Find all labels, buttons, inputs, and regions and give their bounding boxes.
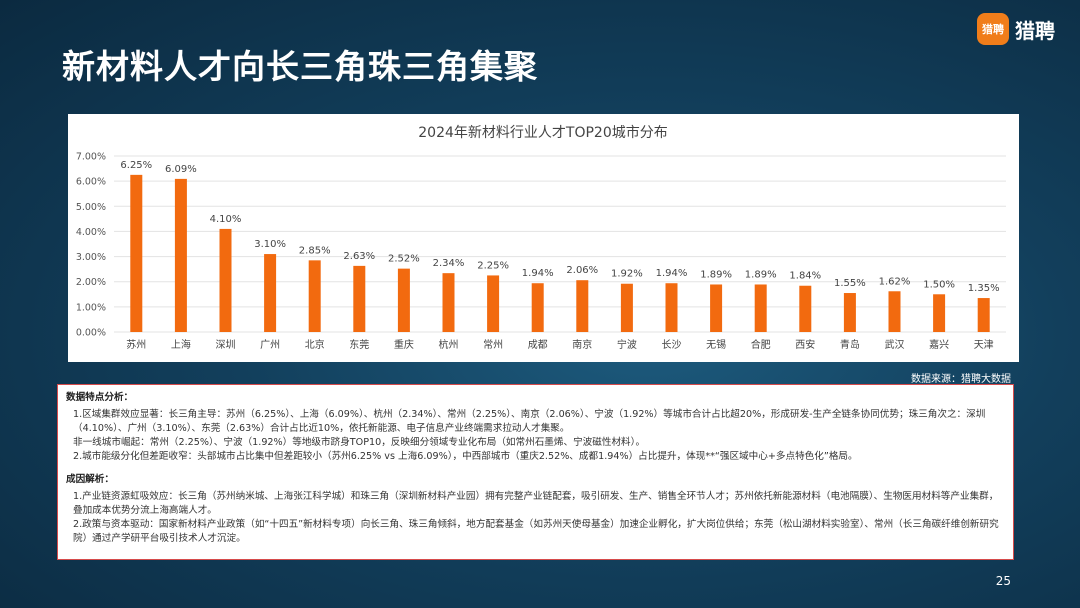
- feature-paragraph: 非一线城市崛起：常州（2.25%）、宁波（1.92%）等地级市跻身TOP10，反…: [73, 437, 646, 448]
- bar: [219, 228, 232, 332]
- x-tick-label: 广州: [260, 339, 280, 351]
- analysis-box: 数据特点分析： 1.区域集群效应显著：长三角主导：苏州（6.25%）、上海（6.…: [57, 384, 1014, 560]
- bar: [977, 298, 990, 332]
- bar: [888, 291, 901, 332]
- y-tick-label: 4.00%: [76, 227, 106, 238]
- data-label: 1.55%: [834, 278, 866, 289]
- bar: [665, 283, 678, 332]
- cause-paragraph: 1.产业链资源虹吸效应：长三角（苏州纳米城、上海张江科学城）和珠三角（深圳新材料…: [73, 491, 999, 516]
- data-label: 6.25%: [120, 160, 152, 171]
- bar: [308, 260, 321, 332]
- x-tick-label: 东莞: [349, 338, 369, 351]
- y-tick-label: 5.00%: [76, 202, 106, 213]
- x-tick-label: 天津: [974, 339, 994, 351]
- y-tick-label: 0.00%: [76, 328, 106, 339]
- x-tick-label: 杭州: [439, 338, 459, 351]
- bar: [397, 268, 410, 332]
- data-label: 4.10%: [210, 214, 242, 225]
- data-source: 数据来源：猎聘大数据: [911, 374, 1011, 385]
- logo: 猎聘 猎聘: [977, 12, 1055, 46]
- chart-title: 2024年新材料行业人才TOP20城市分布: [418, 124, 667, 141]
- bar: [754, 284, 767, 332]
- data-label: 1.94%: [522, 268, 554, 279]
- feature-paragraph: 1.区域集群效应显著：长三角主导：苏州（6.25%）、上海（6.09%）、杭州（…: [73, 409, 986, 434]
- y-tick-label: 7.00%: [76, 152, 106, 163]
- data-label: 2.34%: [433, 258, 465, 269]
- data-label: 1.35%: [968, 283, 1000, 294]
- data-label: 1.89%: [745, 269, 777, 280]
- bar: [933, 294, 946, 332]
- bar: [442, 273, 455, 332]
- x-tick-label: 北京: [305, 338, 325, 351]
- x-tick-label: 苏州: [126, 338, 146, 351]
- data-label: 6.09%: [165, 164, 197, 175]
- data-label: 2.52%: [388, 254, 420, 265]
- x-tick-label: 长沙: [662, 339, 682, 351]
- features-title: 数据特点分析：: [66, 392, 134, 403]
- causes-title: 成因解析：: [66, 474, 114, 485]
- y-tick-label: 6.00%: [76, 177, 106, 188]
- x-tick-label: 深圳: [216, 339, 236, 351]
- x-tick-label: 嘉兴: [929, 338, 949, 351]
- cause-paragraph: 2.政策与资本驱动：国家新材料产业政策（如“十四五”新材料专项）向长三角、珠三角…: [73, 519, 999, 544]
- data-label: 2.06%: [566, 265, 598, 276]
- data-label: 1.92%: [611, 269, 643, 280]
- logo-text: 猎聘: [1015, 18, 1055, 43]
- data-label: 2.25%: [477, 260, 509, 271]
- y-tick-label: 3.00%: [76, 252, 106, 263]
- data-label: 3.10%: [254, 239, 286, 250]
- logo-badge: 猎聘: [977, 13, 1009, 45]
- data-label: 1.62%: [879, 276, 911, 287]
- x-tick-label: 无锡: [706, 338, 726, 351]
- x-tick-label: 西安: [795, 338, 815, 351]
- bar: [130, 174, 143, 332]
- y-tick-label: 1.00%: [76, 302, 106, 313]
- x-tick-label: 常州: [483, 338, 503, 351]
- data-label: 2.63%: [343, 251, 375, 262]
- data-label: 2.85%: [299, 245, 331, 256]
- bar: [843, 293, 856, 332]
- data-label: 1.94%: [656, 268, 688, 279]
- x-tick-label: 宁波: [617, 338, 637, 351]
- chart-panel: 2024年新材料行业人才TOP20城市分布 0.00% 1.00% 2.00% 3.0…: [68, 114, 1019, 362]
- data-label: 1.84%: [789, 271, 821, 282]
- bar: [353, 265, 366, 332]
- bar: [576, 280, 589, 332]
- bar: [487, 275, 500, 332]
- x-tick-label: 成都: [528, 339, 548, 351]
- x-tick-label: 青岛: [840, 338, 860, 351]
- x-tick-label: 南京: [572, 338, 592, 351]
- data-label: 1.89%: [700, 269, 732, 280]
- bar: [531, 283, 544, 332]
- bar: [710, 284, 723, 332]
- bar: [620, 283, 633, 332]
- bar: [174, 178, 187, 332]
- feature-paragraph: 2.城市能级分化但差距收窄：头部城市占比集中但差距较小（苏州6.25% vs 上…: [73, 451, 858, 462]
- bar: [799, 285, 812, 332]
- x-tick-label: 上海: [171, 338, 191, 351]
- page-number: 25: [995, 574, 1011, 588]
- x-tick-label: 武汉: [885, 338, 905, 351]
- page-title: 新材料人才向长三角珠三角集聚: [62, 47, 538, 86]
- data-label: 1.50%: [923, 279, 955, 290]
- y-tick-label: 2.00%: [76, 277, 106, 288]
- bar: [264, 254, 277, 332]
- x-tick-label: 重庆: [394, 338, 414, 351]
- x-tick-label: 合肥: [751, 338, 771, 351]
- bar-chart: 2024年新材料行业人才TOP20城市分布 0.00% 1.00% 2.00% 3.0…: [76, 124, 1006, 351]
